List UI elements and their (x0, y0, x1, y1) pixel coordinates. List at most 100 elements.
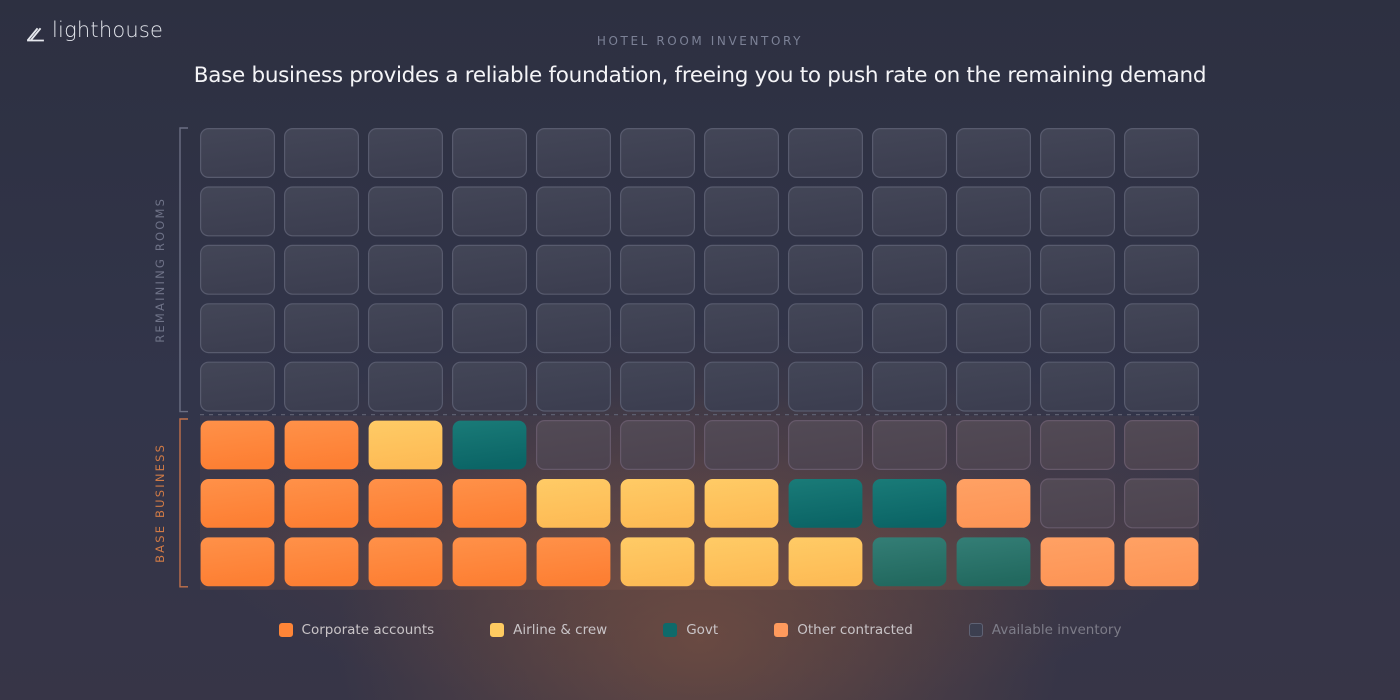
cell-available (1123, 186, 1199, 237)
cell-available (452, 244, 528, 295)
cell-corporate (536, 537, 611, 587)
cell-available (368, 361, 444, 412)
legend-label: Other contracted (797, 622, 913, 638)
remaining-rooms-bracket (179, 127, 188, 413)
legend-label: Govt (686, 622, 719, 638)
cell-available (200, 244, 276, 295)
cell-available (1123, 244, 1199, 295)
cell-airline (620, 537, 695, 587)
cell-available (703, 420, 779, 471)
cell-corporate (200, 537, 275, 587)
cell-available (284, 361, 360, 412)
cell-available (452, 361, 528, 412)
base-business-bracket (179, 418, 188, 588)
cell-airline (536, 479, 611, 528)
cell-other (1040, 537, 1115, 587)
cell-available (619, 303, 695, 354)
cell-available (703, 128, 779, 179)
cell-available (787, 128, 863, 179)
cell-available (871, 186, 947, 237)
legend-item-govt: Govt (663, 622, 718, 638)
legend-item-corporate: Corporate accounts (278, 622, 435, 638)
cell-available (535, 128, 611, 179)
cell-corporate (284, 479, 359, 528)
cell-available (535, 420, 611, 471)
legend: Corporate accounts Airline & crew Govt O… (0, 622, 1400, 638)
cell-corporate (452, 537, 527, 587)
cell-available (284, 186, 360, 237)
cell-airline (704, 537, 779, 587)
legend-item-airline: Airline & crew (490, 622, 607, 638)
cell-available (1039, 420, 1115, 471)
cell-available (452, 128, 528, 179)
cell-available (871, 361, 947, 412)
cell-available (871, 128, 947, 179)
cell-govt (872, 537, 947, 587)
cell-available (368, 303, 444, 354)
cell-available (703, 361, 779, 412)
cell-other (956, 479, 1031, 528)
cell-govt (452, 420, 527, 470)
cell-available (1039, 186, 1115, 237)
cell-available (787, 361, 863, 412)
cell-available (200, 186, 276, 237)
legend-swatch-govt (663, 623, 678, 637)
cell-available (955, 244, 1031, 295)
base-business-label: BASE BUSINESS (153, 443, 167, 563)
cell-corporate (200, 420, 275, 470)
cell-airline (620, 479, 695, 528)
cell-available (452, 186, 528, 237)
base-business-band (200, 416, 1199, 590)
cell-govt (956, 537, 1031, 587)
legend-swatch-corporate (278, 623, 293, 637)
cell-available (955, 361, 1031, 412)
cell-available (955, 186, 1031, 237)
cell-available (871, 420, 947, 471)
legend-label: Corporate accounts (301, 622, 435, 638)
legend-swatch-available (968, 623, 983, 637)
cell-available (871, 303, 947, 354)
cell-airline (368, 420, 443, 470)
brand-logo[interactable]: lighthouse (27, 18, 163, 42)
cell-corporate (284, 420, 359, 470)
cell-available (1123, 303, 1199, 354)
cell-available (200, 361, 276, 412)
cell-available (284, 244, 360, 295)
legend-item-available: Available inventory (968, 622, 1121, 638)
cell-available (200, 128, 276, 179)
cell-available (703, 244, 779, 295)
cell-available (619, 361, 695, 412)
cell-other (1124, 537, 1199, 587)
cell-govt (788, 479, 863, 528)
legend-swatch-other (774, 623, 789, 637)
legend-label: Airline & crew (513, 622, 608, 638)
cell-available (535, 186, 611, 237)
cells (200, 128, 1199, 587)
cell-available (619, 186, 695, 237)
brand-name: lighthouse (52, 18, 164, 42)
cell-available (368, 186, 444, 237)
cell-available (955, 128, 1031, 179)
cell-available (619, 244, 695, 295)
cell-available (1039, 128, 1115, 179)
cell-available (703, 303, 779, 354)
cell-available (535, 244, 611, 295)
cell-available (284, 128, 360, 179)
cell-available (703, 186, 779, 237)
legend-swatch-airline (490, 623, 505, 637)
chart-subtitle: HOTEL ROOM INVENTORY (596, 34, 804, 48)
remaining-rooms-label: REMAINING ROOMS (153, 197, 167, 343)
cell-available (1123, 420, 1199, 471)
cell-available (1039, 244, 1115, 295)
cell-available (1039, 361, 1115, 412)
cell-corporate (368, 479, 443, 528)
cell-available (1123, 128, 1199, 179)
cell-available (1123, 361, 1199, 412)
cell-available (535, 361, 611, 412)
cell-available (787, 244, 863, 295)
cell-available (284, 303, 360, 354)
cell-available (535, 303, 611, 354)
cell-available (619, 128, 695, 179)
cell-available (955, 420, 1031, 471)
cell-corporate (452, 479, 527, 528)
